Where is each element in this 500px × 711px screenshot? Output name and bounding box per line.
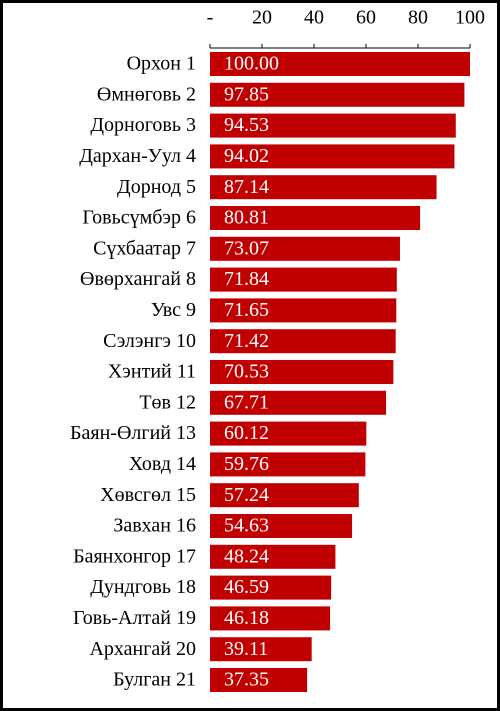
- x-tick-label: 60: [356, 7, 376, 29]
- bar: [210, 144, 455, 169]
- category-label: Ховд 14: [129, 453, 196, 475]
- x-tick-label: -: [207, 7, 214, 29]
- value-label: 48.24: [224, 545, 269, 567]
- bar: [210, 52, 470, 76]
- value-label: 94.53: [224, 114, 269, 136]
- bar: [210, 637, 312, 662]
- bar: [210, 575, 332, 600]
- bar: [210, 606, 331, 631]
- value-label: 46.18: [224, 607, 269, 629]
- category-label: Сүхбаатар 7: [93, 237, 196, 259]
- value-label: 70.53: [224, 361, 269, 383]
- bar: [210, 82, 465, 107]
- category-label: Сэлэнгэ 10: [103, 330, 196, 352]
- value-label: 71.65: [224, 299, 269, 321]
- value-label: 73.07: [224, 237, 269, 259]
- bar: [210, 421, 367, 446]
- category-label: Увс 9: [151, 299, 196, 321]
- bar: [210, 514, 353, 538]
- bar: [210, 360, 394, 384]
- value-label: 59.76: [224, 453, 269, 475]
- value-label: 94.02: [224, 145, 269, 167]
- category-label: Өвөрхангай 8: [80, 268, 196, 290]
- category-label: Говь-Алтай 19: [73, 607, 196, 629]
- value-label: 87.14: [224, 176, 269, 198]
- value-label: 71.42: [224, 330, 269, 352]
- bar: [210, 267, 397, 292]
- value-label: 100.00: [224, 53, 279, 75]
- value-label: 37.35: [224, 669, 269, 691]
- bar: [210, 390, 387, 415]
- x-tick-label: 100: [455, 7, 485, 29]
- category-label: Дорноговь 3: [90, 114, 196, 136]
- category-label: Хөвсгөл 15: [100, 484, 196, 506]
- value-label: 97.85: [224, 83, 269, 105]
- bar: [210, 668, 308, 692]
- bar: [210, 236, 400, 261]
- bar: [210, 206, 421, 230]
- value-label: 46.59: [224, 576, 269, 598]
- bar: [210, 483, 359, 508]
- category-label: Баянхонгор 17: [73, 545, 196, 567]
- category-label: Дундговь 18: [90, 576, 196, 598]
- bar: [210, 544, 336, 569]
- category-label: Булган 21: [113, 669, 196, 691]
- value-label: 67.71: [224, 391, 269, 413]
- bar: [210, 329, 396, 354]
- category-label: Завхан 16: [113, 515, 196, 537]
- x-tick-label: 80: [408, 7, 428, 29]
- category-label: Өмнөговь 2: [97, 83, 196, 105]
- x-tick-label: 20: [252, 7, 272, 29]
- x-tick-label: 40: [304, 7, 324, 29]
- bar: [210, 175, 437, 200]
- category-label: Баян-Өлгий 13: [70, 422, 196, 444]
- value-label: 80.81: [224, 207, 269, 229]
- category-label: Төв 12: [139, 391, 196, 413]
- value-label: 39.11: [224, 638, 268, 660]
- bar: [210, 298, 397, 323]
- value-label: 54.63: [224, 515, 269, 537]
- bar: [210, 113, 456, 138]
- value-label: 57.24: [224, 484, 269, 506]
- category-label: Орхон 1: [127, 53, 196, 75]
- category-label: Хэнтий 11: [108, 361, 196, 383]
- category-label: Архангай 20: [89, 638, 196, 660]
- category-label: Дархан-Уул 4: [79, 145, 196, 167]
- value-label: 60.12: [224, 422, 269, 444]
- category-label: Дорнод 5: [117, 176, 196, 198]
- value-label: 71.84: [224, 268, 269, 290]
- bar: [210, 452, 366, 477]
- category-label: Говьсүмбэр 6: [82, 207, 196, 229]
